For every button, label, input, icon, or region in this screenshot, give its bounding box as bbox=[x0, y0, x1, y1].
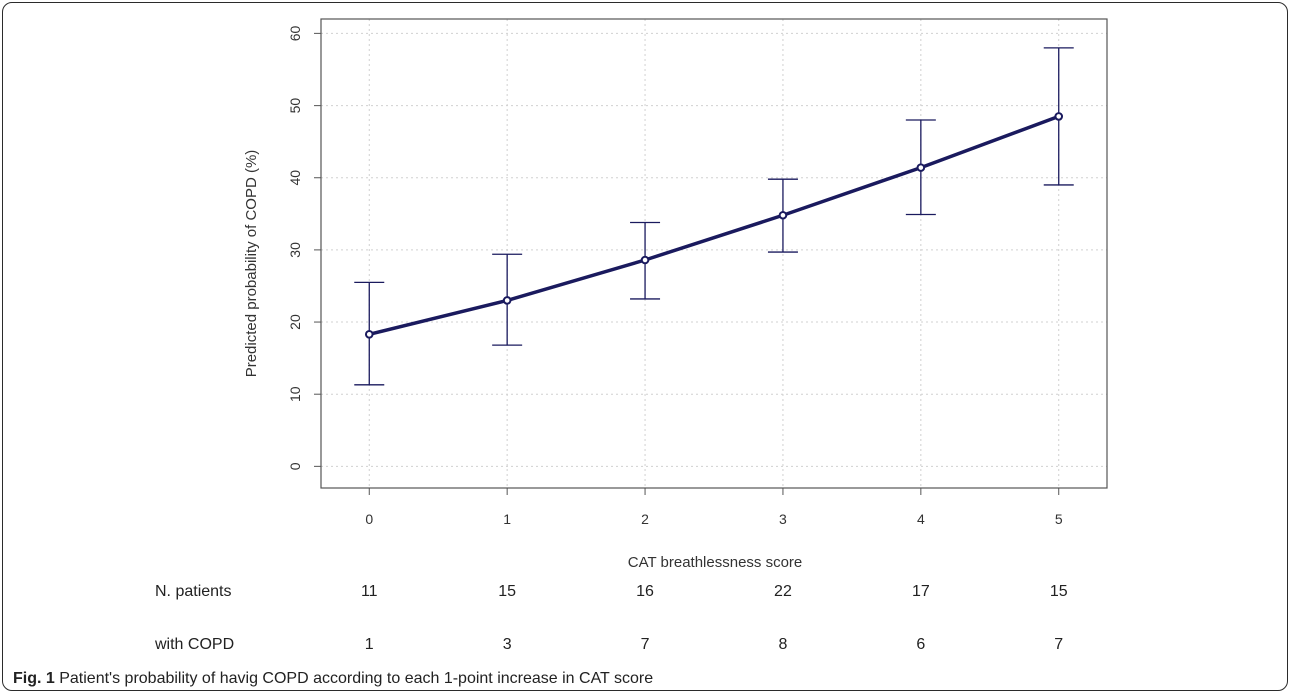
y-tick-label: 20 bbox=[287, 314, 303, 330]
chart: 0 10 20 30 40 50 60 0 1 2 3 4 5 CAT breathlessness sc… bbox=[154, 18, 1108, 653]
caption-text: Patient's probability of havig COPD acco… bbox=[59, 670, 654, 687]
data-point bbox=[640, 255, 650, 265]
y-tick-label: 10 bbox=[287, 386, 303, 402]
data-point bbox=[364, 330, 374, 339]
x-tick-label: 3 bbox=[779, 511, 787, 527]
table-cell: 11 bbox=[361, 583, 378, 600]
table-cell: 7 bbox=[641, 636, 650, 653]
grid-lines bbox=[321, 19, 1107, 488]
table-cell: 3 bbox=[503, 636, 512, 653]
y-axis-label: Predicted probability of COPD (%) bbox=[243, 150, 260, 378]
data-point bbox=[502, 296, 512, 305]
table-cell: 15 bbox=[498, 583, 516, 600]
data-point bbox=[1054, 112, 1064, 121]
table-cell: 8 bbox=[778, 636, 787, 653]
table-cell: 6 bbox=[916, 636, 925, 653]
data-point bbox=[778, 210, 788, 220]
plot-border bbox=[320, 18, 1108, 489]
table-row-label: with COPD bbox=[154, 636, 234, 653]
x-tick-label: 0 bbox=[365, 511, 373, 527]
y-tick-label: 60 bbox=[287, 25, 303, 41]
x-tick-label: 5 bbox=[1055, 511, 1063, 527]
table-row: N. patients 11 15 16 22 17 15 bbox=[155, 583, 1068, 600]
table-cell: 22 bbox=[774, 583, 792, 600]
y-tick-label: 40 bbox=[287, 170, 303, 186]
y-tick-label: 30 bbox=[287, 242, 303, 258]
x-tick-label: 1 bbox=[503, 511, 511, 527]
data-point bbox=[916, 163, 926, 172]
figure-caption: Fig. 1 Patient's probability of havig CO… bbox=[13, 670, 653, 688]
y-tick-label: 0 bbox=[287, 462, 303, 470]
table-cell: 7 bbox=[1054, 636, 1063, 653]
table-cell: 15 bbox=[1050, 583, 1068, 600]
caption-label: Fig. 1 bbox=[13, 670, 55, 687]
table-row: with COPD 1 3 7 8 6 7 bbox=[154, 636, 1063, 653]
x-tick-label: 4 bbox=[917, 511, 925, 527]
x-axis-label: CAT breathlessness score bbox=[628, 554, 803, 571]
table-row-label: N. patients bbox=[155, 583, 231, 600]
x-tick-label: 2 bbox=[641, 511, 649, 527]
series-line bbox=[368, 114, 1060, 337]
table-cell: 17 bbox=[912, 583, 930, 600]
table-cell: 16 bbox=[636, 583, 654, 600]
table-cell: 1 bbox=[365, 636, 374, 653]
y-tick-label: 50 bbox=[287, 98, 303, 114]
